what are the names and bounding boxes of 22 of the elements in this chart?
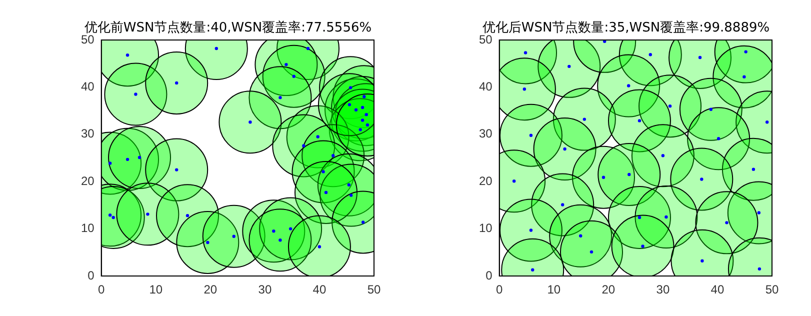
x-tick-label: 50 xyxy=(367,282,381,297)
x-tick-label: 20 xyxy=(602,282,616,297)
y-tick-label: 40 xyxy=(478,80,493,94)
x-tick-label: 10 xyxy=(547,282,561,297)
y-tick-label: 10 xyxy=(80,221,95,236)
y-tick-label: 0 xyxy=(486,268,493,282)
y-tick-label: 30 xyxy=(80,126,95,141)
y-tick-label: 40 xyxy=(80,80,95,94)
x-tick-label: 10 xyxy=(149,282,163,297)
y-tick-label: 20 xyxy=(80,174,95,188)
y-tick-label: 20 xyxy=(478,174,493,188)
x-tick-label: 0 xyxy=(496,282,504,297)
x-tick-label: 20 xyxy=(204,282,218,297)
x-tick-label: 30 xyxy=(258,282,272,297)
x-tick-label: 50 xyxy=(765,282,779,297)
x-tick-label: 0 xyxy=(98,282,106,297)
x-tick-label: 40 xyxy=(312,282,326,297)
x-tick-label: 40 xyxy=(710,282,724,297)
y-tick-label: 30 xyxy=(478,126,493,141)
y-tick-label: 0 xyxy=(88,268,95,282)
x-tick-label: 30 xyxy=(656,282,670,297)
y-tick-label: 10 xyxy=(478,221,493,236)
